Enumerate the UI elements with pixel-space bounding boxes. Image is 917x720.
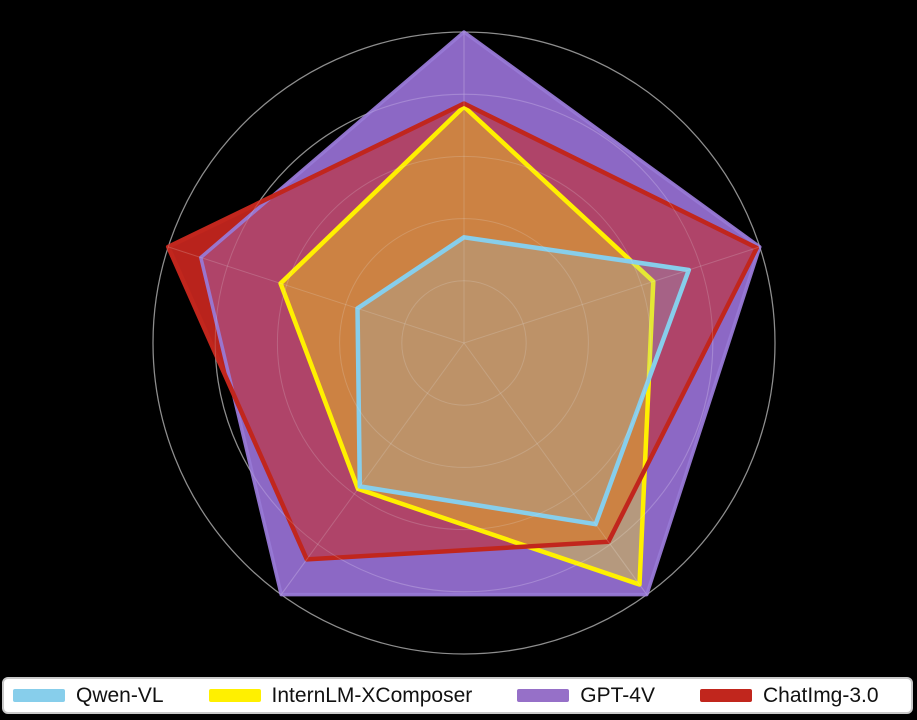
series-outline-chatimg-3-0 <box>165 101 760 562</box>
gpt-4v-legend-label: GPT-4V <box>580 683 655 707</box>
series-polygon-internlm-xcomposer <box>278 104 656 587</box>
grid-ring-4-overlay <box>214 93 714 593</box>
qwen-vl-legend-label: Qwen-VL <box>76 683 164 707</box>
grid-ring-3-overlay <box>276 155 652 531</box>
chatimg-3-0-color-swatch <box>700 689 752 702</box>
internlm-xcomposer-legend-label: InternLM-XComposer <box>271 683 473 707</box>
grid-ring-5-overlay <box>152 31 776 655</box>
gpt-4v-color-swatch <box>517 689 570 702</box>
grid-spoke-1-overlay <box>463 246 760 344</box>
series-outline-gpt-4v <box>199 30 762 597</box>
qwen-vl-color-swatch <box>13 689 65 702</box>
legend-item-qwen-vl: Qwen-VL <box>13 684 164 708</box>
chart-legend: Qwen-VL InternLM-XComposer GPT-4V ChatIm… <box>2 677 913 714</box>
radar-chart <box>152 30 776 655</box>
series-fill-chatimg-3-0 <box>168 103 757 560</box>
grid-spoke-2-overlay <box>463 342 648 595</box>
legend-item-gpt-4v: GPT-4V <box>517 684 655 708</box>
grid-ring-2-overlay <box>339 218 589 468</box>
series-polygon-qwen-vl <box>355 235 692 527</box>
grid-spoke-4-overlay <box>168 246 465 344</box>
chatimg-3-0-legend-label: ChatImg-3.0 <box>763 683 879 707</box>
internlm-xcomposer-color-swatch <box>208 689 261 702</box>
legend-item-chatimg-3-0: ChatImg-3.0 <box>700 684 879 708</box>
grid-spoke-3-overlay <box>280 342 465 595</box>
legend-item-internlm-xcomposer: InternLM-XComposer <box>208 683 473 708</box>
grid-ring-1-overlay <box>401 280 527 406</box>
